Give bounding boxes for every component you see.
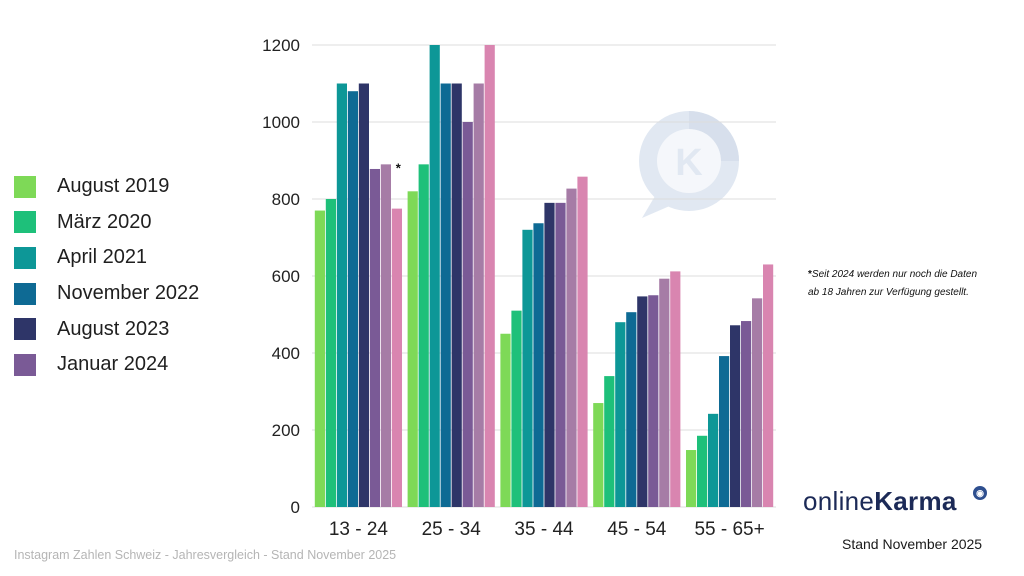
bar xyxy=(451,83,462,507)
bar xyxy=(637,296,648,507)
footer-caption: Instagram Zahlen Schweiz - Jahresverglei… xyxy=(14,548,397,562)
x-tick-label: 45 - 54 xyxy=(607,519,667,540)
bar xyxy=(325,199,336,507)
y-tick-label: 0 xyxy=(291,498,300,517)
legend-item: Januar 2024 xyxy=(14,347,199,383)
bar xyxy=(719,356,730,507)
bar xyxy=(566,188,577,508)
legend-label: August 2019 xyxy=(57,175,170,198)
bar xyxy=(686,450,697,507)
legend-label: April 2021 xyxy=(57,246,148,269)
bar xyxy=(533,223,544,507)
legend-item: April 2021 xyxy=(14,240,199,276)
bar xyxy=(741,321,752,507)
legend-label: November 2022 xyxy=(57,282,200,305)
bar xyxy=(391,208,402,507)
footnote-text: Seit 2024 werden nur noch die Daten ab 1… xyxy=(808,269,978,298)
legend-swatch xyxy=(14,353,36,376)
legend-item: März 2020 xyxy=(14,205,199,241)
legend-swatch xyxy=(14,282,36,305)
y-tick-label: 800 xyxy=(272,190,300,209)
x-tick-label: 13 - 24 xyxy=(329,519,389,540)
bar xyxy=(730,325,741,507)
bar xyxy=(407,191,418,508)
brand-logo: onlineKarma xyxy=(803,486,957,517)
bar xyxy=(670,271,681,507)
bar xyxy=(347,91,358,507)
brand-light-text: online xyxy=(803,486,875,516)
bar xyxy=(418,164,429,507)
bar xyxy=(473,83,484,507)
bar xyxy=(314,210,325,508)
x-tick-label: 25 - 34 xyxy=(422,519,482,540)
chart-legend: August 2019 März 2020 April 2021 November 2… xyxy=(14,169,199,383)
legend-swatch xyxy=(14,175,36,198)
bar xyxy=(708,413,719,507)
y-tick-label: 1200 xyxy=(262,36,300,55)
bar xyxy=(336,83,347,507)
footnote-marker: * xyxy=(808,269,812,280)
bar xyxy=(380,164,391,507)
brand-eye-icon: ◉ xyxy=(973,486,987,500)
bar xyxy=(577,176,588,508)
svg-text:K: K xyxy=(675,142,703,184)
annotation-marker: * xyxy=(396,160,402,175)
legend-label: März 2020 xyxy=(57,210,152,233)
legend-swatch xyxy=(14,211,36,234)
bar xyxy=(369,168,380,507)
legend-swatch xyxy=(14,318,36,341)
x-tick-label: 35 - 44 xyxy=(514,519,574,540)
x-tick-label: 55 - 65+ xyxy=(694,519,764,540)
bar xyxy=(604,376,615,507)
y-tick-label: 1000 xyxy=(262,113,300,132)
y-tick-label: 200 xyxy=(272,421,300,440)
legend-item: August 2023 xyxy=(14,311,199,347)
bar xyxy=(500,333,511,507)
bar xyxy=(763,264,774,507)
bar xyxy=(648,295,659,507)
bar xyxy=(593,403,604,507)
footnote: *Seit 2024 werden nur noch die Daten ab … xyxy=(808,266,978,302)
bar xyxy=(615,322,626,507)
bar xyxy=(440,83,451,507)
bar xyxy=(544,202,555,507)
bar xyxy=(522,229,533,508)
bar xyxy=(511,310,522,507)
legend-label: Januar 2024 xyxy=(57,353,169,376)
bar xyxy=(752,298,763,507)
brand-bold-text: Karma xyxy=(874,486,957,516)
bar xyxy=(626,312,637,507)
y-tick-label: 600 xyxy=(272,267,300,286)
bar xyxy=(484,45,495,507)
bar xyxy=(429,45,440,507)
y-tick-label: 400 xyxy=(272,344,300,363)
legend-item: August 2019 xyxy=(14,169,199,205)
stand-date: Stand November 2025 xyxy=(842,536,983,552)
bar xyxy=(697,435,708,507)
bar xyxy=(462,122,473,507)
legend-label: August 2023 xyxy=(57,317,170,340)
legend-item: November 2022 xyxy=(14,276,199,312)
bar xyxy=(659,278,670,507)
legend-swatch xyxy=(14,246,36,269)
bar xyxy=(358,83,369,507)
speech-bubble-k-logo-icon: K xyxy=(639,111,739,218)
bar xyxy=(555,202,566,507)
